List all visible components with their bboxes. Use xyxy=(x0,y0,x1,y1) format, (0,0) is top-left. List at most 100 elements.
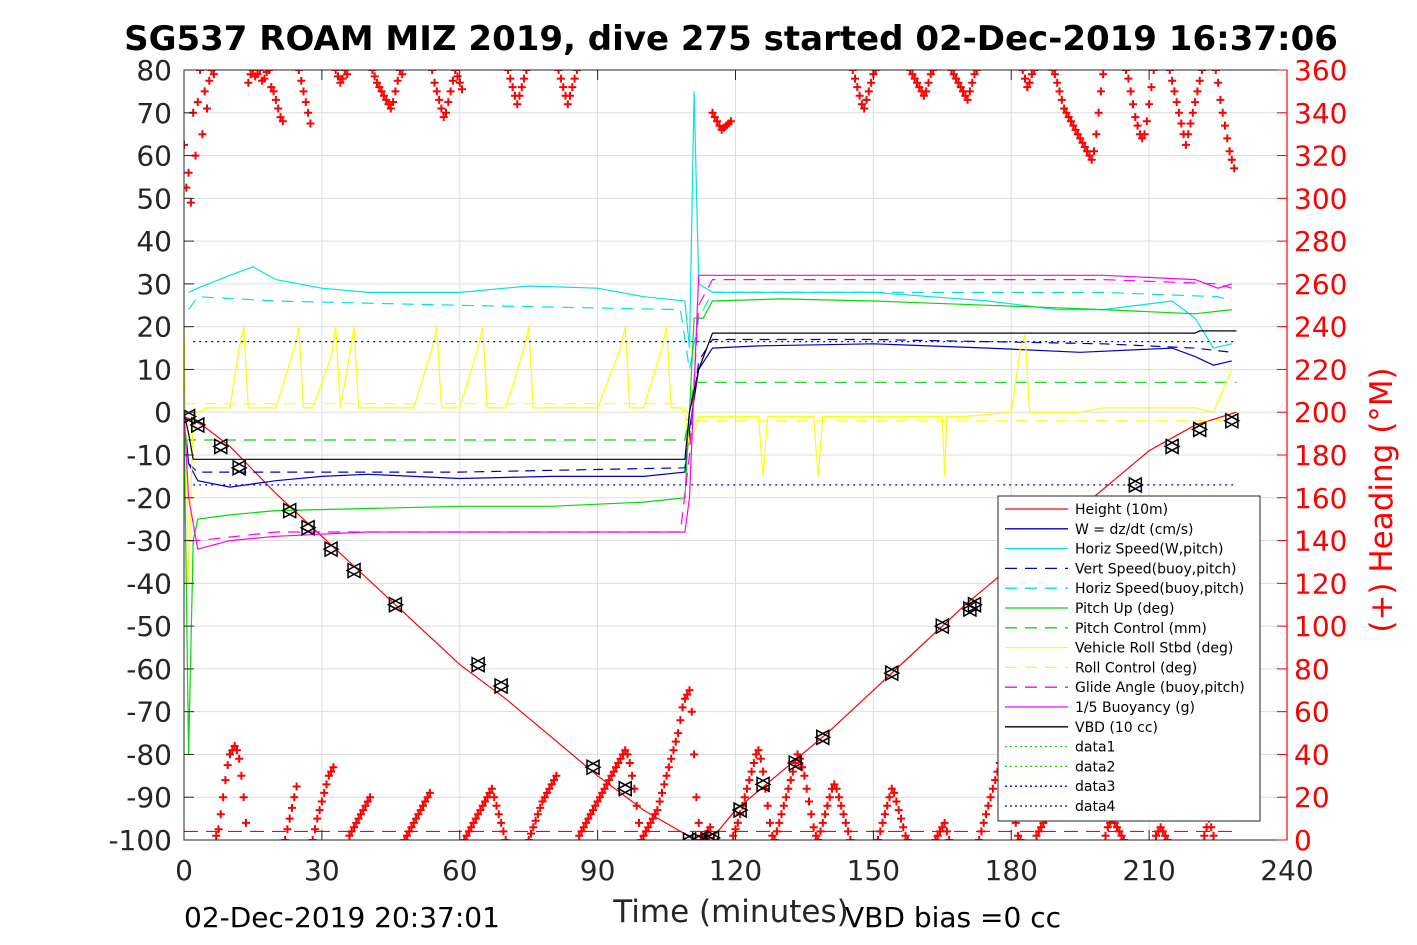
heading-point xyxy=(949,70,958,79)
heading-point xyxy=(1085,151,1094,160)
heading-point xyxy=(242,818,250,827)
triangle-marker-left xyxy=(322,540,338,558)
heading-point xyxy=(708,108,717,117)
triangle-marker-left xyxy=(212,438,228,455)
heading-point xyxy=(527,829,535,838)
y-tick-label: -90 xyxy=(126,781,172,814)
chart-title: SG537 ROAM MIZ 2019, dive 275 started 02… xyxy=(124,19,1338,59)
heading-point xyxy=(862,95,871,104)
heading-point xyxy=(678,703,687,712)
heading-point xyxy=(651,810,660,819)
heading-point xyxy=(391,87,400,96)
legend: Height (10m) W = dz/dt (cm/s) Horiz Speed(… xyxy=(997,495,1261,822)
heading-point xyxy=(497,818,506,827)
heading-point xyxy=(529,823,538,832)
heading-point xyxy=(334,72,342,81)
heading-point xyxy=(232,746,241,755)
heading-point xyxy=(421,797,430,806)
heading-point xyxy=(485,788,494,797)
heading-point xyxy=(1048,70,1057,74)
heading-point xyxy=(961,91,970,100)
heading-point xyxy=(763,801,772,810)
heading-point xyxy=(285,814,294,823)
heading-point xyxy=(226,750,234,759)
heading-point xyxy=(359,806,368,815)
heading-point xyxy=(837,801,846,810)
y-tick-label: -50 xyxy=(126,610,172,643)
heading-point xyxy=(975,836,984,840)
heading-point xyxy=(1083,147,1092,156)
series-line xyxy=(184,274,1232,550)
triangle-marker-left xyxy=(469,656,485,673)
triangle-marker-left xyxy=(616,780,632,797)
heading-point xyxy=(600,784,609,793)
heading-point xyxy=(244,78,253,87)
heading-point xyxy=(892,797,901,806)
heading-point xyxy=(476,806,485,815)
heading-point xyxy=(315,806,324,815)
heading-point xyxy=(352,818,361,827)
heading-point xyxy=(451,70,460,74)
y-tick-label: -80 xyxy=(126,738,172,771)
heading-point xyxy=(1073,130,1082,139)
heading-point xyxy=(230,741,239,750)
heading-point xyxy=(1223,134,1232,143)
heading-point xyxy=(297,76,306,85)
heading-point xyxy=(690,750,699,759)
heading-point xyxy=(550,776,558,785)
heading-point xyxy=(1191,98,1200,107)
heading-point xyxy=(513,100,522,109)
heading-point xyxy=(354,814,363,823)
heading-point xyxy=(674,729,683,738)
heading-point xyxy=(890,788,899,797)
heading-point xyxy=(276,113,285,122)
heading-point xyxy=(308,836,317,840)
heading-point xyxy=(504,70,512,74)
heading-point xyxy=(386,104,395,113)
heading-point xyxy=(913,78,921,87)
heading-point xyxy=(423,793,432,802)
heading-point xyxy=(494,810,503,819)
x-axis: 0 30 60 90 120 150 180 210 240 xyxy=(175,70,1314,887)
heading-point xyxy=(255,70,264,74)
heading-point xyxy=(1076,134,1085,143)
heading-point xyxy=(832,784,841,793)
legend-label: Vehicle Roll Stbd (deg) xyxy=(1075,641,1233,657)
heading-point xyxy=(1060,104,1069,113)
y-tick-label: 70 xyxy=(136,97,172,130)
heading-point xyxy=(809,823,818,832)
heading-point xyxy=(1207,823,1216,832)
heading-point xyxy=(1032,831,1041,840)
heading-point xyxy=(379,91,388,100)
heading-point xyxy=(444,98,453,107)
heading-point xyxy=(1225,147,1234,156)
heading-point xyxy=(1018,70,1027,74)
heading-point xyxy=(416,806,425,815)
heading-point xyxy=(446,87,455,96)
heading-point xyxy=(216,810,225,819)
heading-point xyxy=(407,823,416,832)
y-right-tick-label: 280 xyxy=(1294,225,1347,258)
heading-point xyxy=(1161,831,1170,840)
heading-point xyxy=(368,70,377,74)
heading-point xyxy=(602,780,611,789)
heading-point xyxy=(805,797,813,806)
triangle-marker-left xyxy=(345,562,361,579)
heading-point xyxy=(336,78,345,87)
heading-point xyxy=(435,95,444,104)
heading-point xyxy=(894,806,903,815)
triangle-marker-left xyxy=(281,502,297,519)
x-tick-label: 150 xyxy=(847,854,900,887)
heading-point xyxy=(811,831,820,840)
heading-point xyxy=(373,78,381,87)
heading-point xyxy=(1117,831,1126,840)
heading-point xyxy=(860,104,869,113)
heading-point xyxy=(193,98,202,107)
heading-point xyxy=(419,801,427,810)
heading-point xyxy=(575,831,584,840)
heading-point xyxy=(586,810,595,819)
heading-point xyxy=(986,793,995,802)
x-tick-label: 210 xyxy=(1122,854,1175,887)
triangle-marker-left xyxy=(754,776,770,793)
